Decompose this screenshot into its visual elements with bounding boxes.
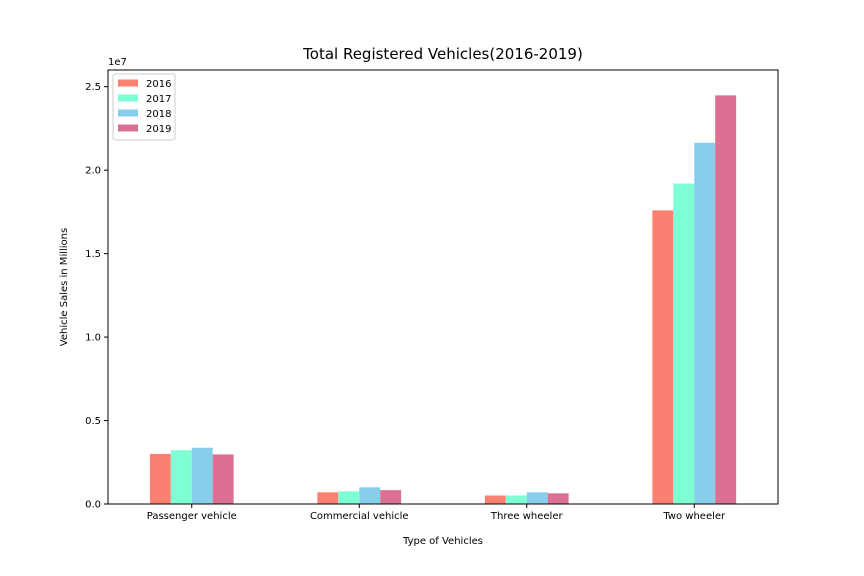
bar-2019-commercial-vehicle bbox=[380, 490, 402, 504]
legend-label: 2016 bbox=[146, 79, 171, 90]
bars bbox=[149, 95, 737, 505]
y-tick-label: 2.0 bbox=[85, 166, 101, 177]
bar-2017-three-wheeler bbox=[505, 495, 527, 504]
bar-2018-commercial-vehicle bbox=[359, 487, 381, 504]
legend: 2016 2017 2018 2019 bbox=[112, 73, 176, 141]
legend-swatch bbox=[118, 124, 138, 132]
legend-label: 2018 bbox=[146, 109, 171, 120]
x-tick-label: Three wheeler bbox=[490, 511, 564, 522]
x-axis-ticks: Passenger vehicle Commercial vehicle Three… bbox=[147, 504, 726, 522]
y-tick-label: 0.0 bbox=[85, 500, 101, 511]
x-tick-label: Commercial vehicle bbox=[310, 511, 409, 522]
y-axis-label: Vehicle Sales in Millions bbox=[59, 228, 70, 346]
x-axis-label: Type of Vehicles bbox=[402, 536, 483, 547]
bar-2017-commercial-vehicle bbox=[338, 491, 360, 504]
y-offset-label: 1e7 bbox=[108, 57, 127, 68]
y-tick-label: 1.0 bbox=[85, 333, 101, 344]
bar-2019-three-wheeler bbox=[547, 493, 569, 504]
bar-2018-three-wheeler bbox=[526, 492, 548, 504]
legend-swatch bbox=[118, 79, 138, 87]
bar-2019-two-wheeler bbox=[715, 95, 737, 505]
bar-2016-commercial-vehicle bbox=[317, 492, 339, 504]
bar-2017-passenger-vehicle bbox=[170, 450, 192, 504]
chart-title: Total Registered Vehicles(2016-2019) bbox=[302, 45, 583, 63]
y-tick-label: 0.5 bbox=[85, 416, 101, 427]
bar-2019-passenger-vehicle bbox=[212, 454, 234, 504]
bar-2017-two-wheeler bbox=[673, 183, 695, 504]
x-tick-label: Two wheeler bbox=[662, 511, 726, 522]
legend-label: 2017 bbox=[146, 94, 171, 105]
legend-box bbox=[112, 73, 176, 141]
y-tick-label: 2.5 bbox=[85, 82, 101, 93]
x-tick-label: Passenger vehicle bbox=[147, 511, 237, 522]
plot-frame bbox=[107, 69, 779, 505]
bar-2016-three-wheeler bbox=[484, 495, 506, 504]
y-axis-ticks: 0.0 0.5 1.0 1.5 2.0 2.5 bbox=[85, 82, 108, 511]
legend-swatch bbox=[118, 109, 138, 117]
legend-label: 2019 bbox=[146, 124, 171, 135]
bar-2016-passenger-vehicle bbox=[149, 453, 171, 504]
y-tick-label: 1.5 bbox=[85, 249, 101, 260]
bar-2018-two-wheeler bbox=[694, 142, 716, 504]
legend-swatch bbox=[118, 94, 138, 102]
bar-2016-two-wheeler bbox=[652, 210, 674, 504]
bar-2018-passenger-vehicle bbox=[191, 447, 213, 504]
